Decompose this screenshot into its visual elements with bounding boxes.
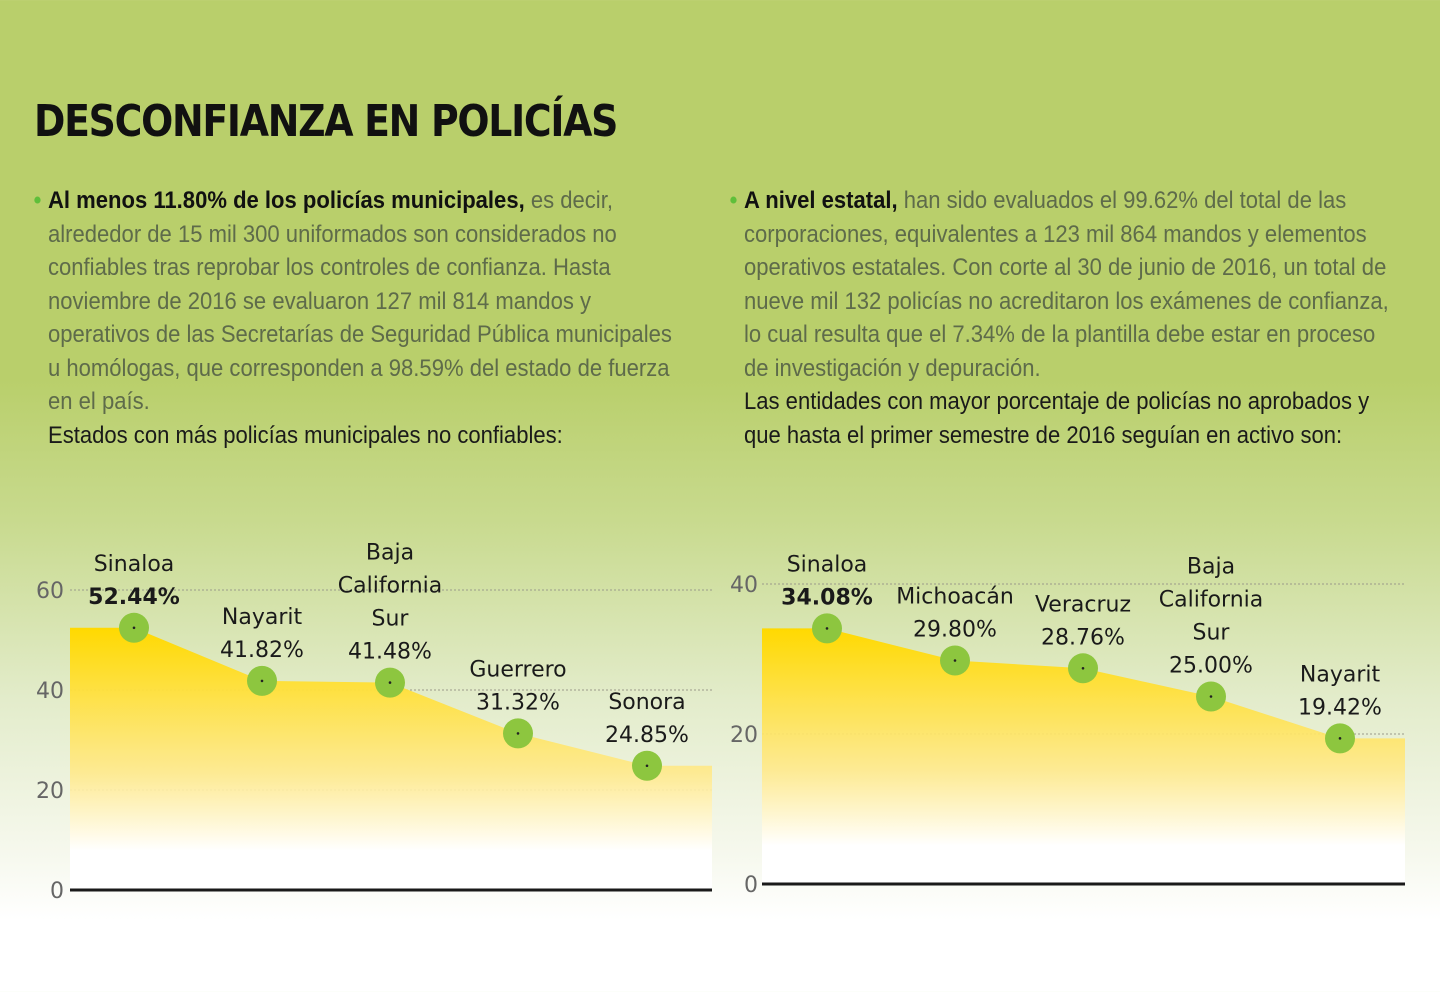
data-label-category: Nayarit <box>222 605 303 630</box>
data-point-center <box>1209 695 1213 698</box>
data-point-center <box>1338 737 1342 740</box>
data-label-value: 41.48% <box>348 640 432 665</box>
data-label-category: Sinaloa <box>94 552 175 577</box>
data-label-category: Sinaloa <box>787 552 868 577</box>
y-tick-label: 0 <box>50 879 64 904</box>
data-label-category: Sur <box>1193 621 1231 646</box>
data-label-category: Veracruz <box>1035 592 1131 617</box>
data-label-category: California <box>1159 588 1263 613</box>
page-title: DESCONFIANZA EN POLICÍAS <box>34 96 618 147</box>
data-label-value: 34.08% <box>781 585 873 610</box>
bullet-icon: • <box>729 187 738 214</box>
y-tick-label: 0 <box>744 873 758 898</box>
y-tick-label: 20 <box>730 723 758 748</box>
left-lead: Al menos 11.80% de los policías municipa… <box>48 187 525 214</box>
y-tick-label: 20 <box>36 779 64 804</box>
y-tick-label: 60 <box>36 579 64 604</box>
y-tick-label: 40 <box>36 679 64 704</box>
data-point-center <box>645 764 649 768</box>
data-label-value: 19.42% <box>1298 695 1382 720</box>
data-label-value: 24.85% <box>605 723 689 748</box>
data-label-value: 52.44% <box>88 585 180 610</box>
data-label-category: Baja <box>1187 555 1235 580</box>
right-chart-subtitle: Las entidades con mayor porcentaje de po… <box>744 388 1370 449</box>
data-point-center <box>388 681 392 684</box>
bullet-icon: • <box>33 187 42 214</box>
left-paragraph: • Al menos 11.80% de los policías municip… <box>30 184 687 419</box>
right-paragraph: • A nivel estatal, han sido evaluados el … <box>726 184 1397 385</box>
right-body: han sido evaluados el 99.62% del total d… <box>744 187 1389 382</box>
data-point-center <box>1081 667 1085 670</box>
area-fill <box>70 627 712 890</box>
data-label-category: Michoacán <box>896 585 1014 610</box>
data-label-category: California <box>338 574 442 599</box>
data-label-category: Nayarit <box>1300 662 1381 687</box>
data-label-category: Sur <box>372 607 410 632</box>
left-column: • Al menos 11.80% de los policías municip… <box>30 184 760 452</box>
data-label-value: 25.00% <box>1169 654 1253 679</box>
data-point-center <box>953 659 957 662</box>
left-chart-subtitle: Estados con más policías municipales no … <box>48 421 563 449</box>
area-fill <box>762 628 1405 884</box>
data-label-category: Baja <box>366 541 414 566</box>
data-label-value: 31.32% <box>476 690 560 715</box>
right-column: • A nivel estatal, han sido evaluados el … <box>726 184 1440 452</box>
data-label-value: 41.82% <box>220 638 304 663</box>
right-lead: A nivel estatal, <box>744 187 898 214</box>
data-point-center <box>516 732 520 735</box>
y-tick-label: 40 <box>730 573 758 598</box>
data-point-center <box>260 679 264 683</box>
data-point-center <box>132 626 136 630</box>
data-point-center <box>825 627 829 630</box>
data-label-category: Sonora <box>608 690 685 715</box>
data-label-category: Guerrero <box>469 657 566 682</box>
left-body: es decir, alrededor de 15 mil 300 unifor… <box>48 187 672 415</box>
data-label-value: 28.76% <box>1041 625 1125 650</box>
data-label-value: 29.80% <box>913 618 997 643</box>
